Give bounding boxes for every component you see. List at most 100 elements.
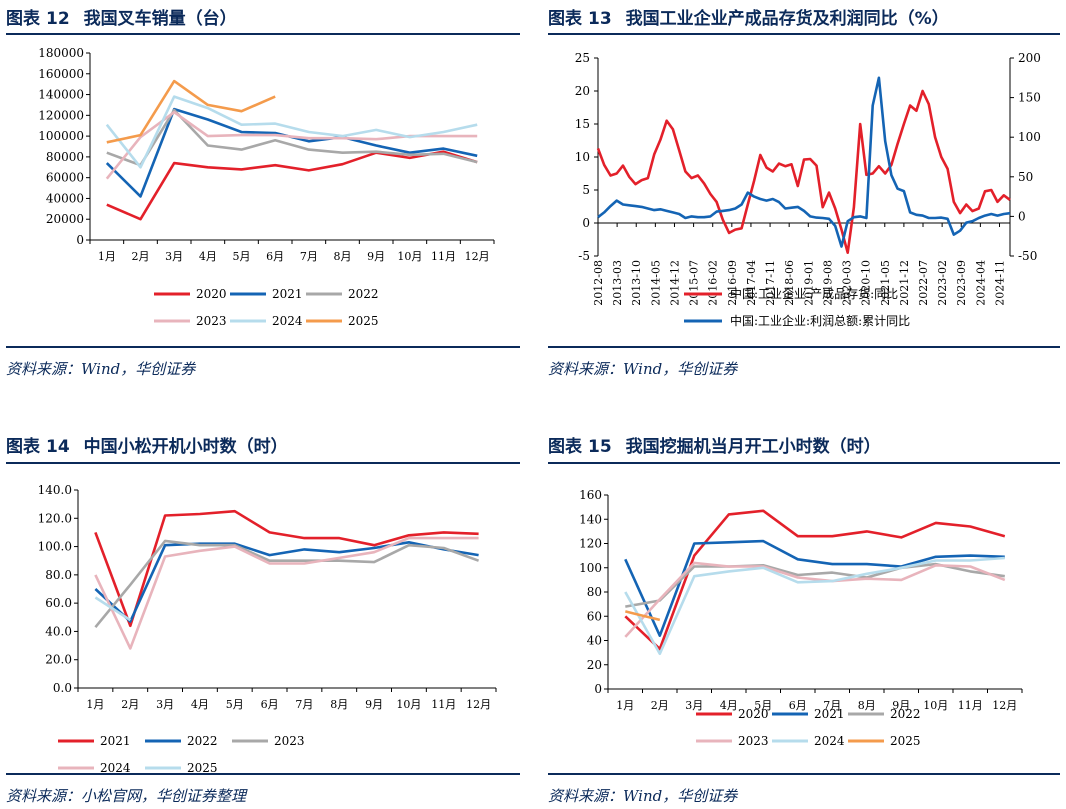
y-tick-label: 120000 (38, 108, 84, 122)
y-tick-label: 160000 (38, 67, 84, 81)
x-tick-label: 2019-01 (802, 260, 815, 306)
series-line-2025 (106, 79, 276, 144)
x-tick-label: 5月 (233, 250, 251, 263)
x-tick-label: 10月 (923, 699, 948, 712)
x-tick-label: 2015-07 (688, 260, 701, 306)
x-tick-label: 10月 (396, 698, 421, 711)
x-tick-label: 2023-09 (955, 260, 968, 306)
y-tick-label: 100.0 (38, 540, 72, 554)
title-text: 我国工业企业产成品存货及利润同比（%） (625, 9, 949, 29)
chart-panel-14: 图表 14 中国小松开机小时数（时） 0.0 20.0 40.0 60.0 80.0 100.… (6, 428, 520, 809)
panel-title: 图表 13 我国工业企业产成品存货及利润同比（%） (548, 4, 949, 29)
x-tick-label: 3月 (156, 698, 174, 711)
y-tick-label: 100 (579, 561, 602, 575)
chart-panel-15: 图表 15 我国挖掘机当月开工小时数（时） 0 20 40 60 80 100 120 140 16… (548, 428, 1060, 809)
y-tick-label: 40.0 (45, 624, 72, 638)
x-tick-label: 3月 (685, 699, 703, 712)
series-line-2023 (94, 539, 480, 629)
x-tick-label: 2020-03 (841, 260, 854, 306)
x-tick-label: 12月 (465, 250, 490, 263)
x-tick-label: 2023-02 (936, 260, 949, 306)
left-tick-label: 10 (575, 150, 590, 164)
x-tick-label: 2024-11 (993, 260, 1006, 306)
title-prefix: 图表 (6, 9, 40, 29)
title-rule (548, 33, 1060, 35)
series-line-2021 (94, 509, 479, 628)
x-tick-label: 1月 (616, 699, 634, 712)
title-prefix: 图表 (548, 9, 582, 29)
legend-label-2022: 2022 (187, 734, 218, 748)
x-tick-label: 5月 (226, 698, 244, 711)
komatsu-hours-chart: 0.0 20.0 40.0 60.0 80.0 100.0 120.0 140.0 1月 2月 3月… (38, 483, 497, 772)
series-line (596, 89, 1011, 254)
x-tick-label: 2021-05 (879, 260, 892, 306)
chart-panel-13: 图表 13 我国工业企业产成品存货及利润同比（%） -5 0 5 10 15 20 25 -50 0… (548, 0, 1060, 390)
x-tick-label: 2017-11 (764, 260, 777, 306)
series-line-2021 (624, 539, 1005, 637)
title-prefix: 图表 (6, 437, 40, 457)
y-tick-label: 140.0 (38, 483, 72, 497)
title-text: 我国挖掘机当月开工小时数（时） (625, 437, 881, 457)
source-rule (548, 773, 1060, 775)
series-line-2025 (624, 610, 661, 622)
x-tick-label: 2014-05 (649, 260, 662, 306)
source-rule (548, 346, 1060, 348)
y-tick-label: 0.0 (53, 681, 72, 695)
series-line (597, 76, 1011, 248)
x-tick-label: 8月 (334, 250, 352, 263)
legend-label-2023: 2023 (738, 734, 769, 748)
legend-label-2020: 2020 (738, 707, 769, 721)
x-tick-label: 2月 (121, 698, 139, 711)
x-tick-label: 4月 (199, 250, 217, 263)
legend-label: 中国:工业企业:利润总额:累计同比 (730, 313, 910, 328)
legend-label-2023: 2023 (196, 314, 227, 328)
right-tick-label: 200 (1018, 51, 1041, 65)
right-tick-label: 50 (1018, 170, 1033, 184)
x-tick-label: 6月 (789, 699, 807, 712)
y-tick-label: 80000 (46, 150, 84, 164)
y-tick-label: 180000 (38, 46, 84, 60)
y-tick-label: 20 (587, 658, 602, 672)
x-tick-label: 10月 (397, 250, 422, 263)
y-tick-label: 0 (76, 233, 84, 247)
legend-label: 中国:工业企业:产成品存货:同比 (730, 286, 898, 301)
x-tick-label: 9月 (367, 250, 385, 263)
source-note: 资料来源：Wind，华创证券 (548, 360, 738, 378)
x-tick-label: 11月 (958, 699, 983, 712)
x-tick-label: 2021-12 (898, 260, 911, 306)
legend-label-2021: 2021 (814, 707, 845, 721)
y-tick-label: 100000 (38, 129, 84, 143)
x-tick-label: 2013-10 (630, 260, 643, 306)
y-tick-label: 40000 (46, 191, 84, 205)
title-text: 我国叉车销量（台） (83, 9, 237, 29)
legend-label-2024: 2024 (814, 734, 845, 748)
x-tick-label: 2013-03 (611, 260, 624, 306)
title-number: 15 (588, 437, 612, 457)
title-rule (548, 462, 1060, 464)
x-tick-label: 2018-06 (783, 260, 796, 306)
y-tick-label: 120 (579, 537, 602, 551)
legend-label-2021: 2021 (100, 734, 131, 748)
x-tick-label: 6月 (261, 698, 279, 711)
x-tick-label: 2019-08 (821, 260, 834, 306)
x-tick-label: 2016-09 (726, 260, 739, 306)
source-rule (6, 346, 520, 348)
x-tick-label: 2月 (132, 250, 150, 263)
right-tick-label: -50 (1018, 249, 1037, 263)
title-text: 中国小松开机小时数（时） (83, 437, 288, 457)
x-tick-label: 4月 (191, 698, 209, 711)
x-tick-label: 7月 (823, 699, 841, 712)
title-number: 12 (46, 9, 70, 29)
series-line-2024 (624, 556, 1005, 656)
source-note: 资料来源：Wind，华创证券 (548, 787, 738, 805)
y-tick-label: 20000 (46, 212, 84, 226)
title-rule (6, 462, 520, 464)
x-tick-label: 7月 (295, 698, 313, 711)
left-tick-label: 15 (575, 117, 590, 131)
y-tick-label: 60.0 (45, 596, 72, 610)
x-tick-label: 2012-08 (592, 260, 605, 306)
legend-label-2020: 2020 (196, 287, 227, 301)
legend-label-2025: 2025 (890, 734, 921, 748)
right-tick-label: 100 (1018, 130, 1041, 144)
